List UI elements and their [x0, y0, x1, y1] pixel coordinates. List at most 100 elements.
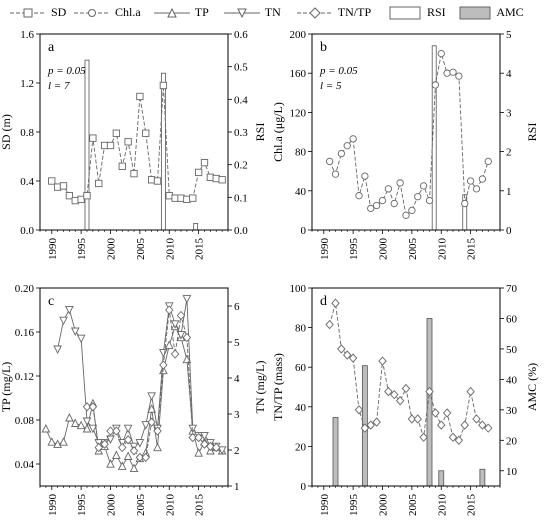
data-point-2-7 [123, 435, 133, 445]
data-point-0-22 [454, 435, 464, 445]
data-point-0-6 [83, 192, 91, 200]
data-point-2-19 [194, 432, 203, 443]
legend-label-amc: AMC [496, 5, 524, 19]
data-point-1-15 [141, 421, 151, 430]
y2-tick-label: 4 [506, 68, 512, 80]
x-tick-label: 2010 [436, 494, 448, 517]
tntp-line-marker-icon [297, 7, 333, 19]
data-point-0-24 [189, 194, 197, 202]
y-tick-label: 200 [290, 29, 307, 41]
data-point-0-18 [431, 408, 440, 418]
y2-tick-label: 0 [506, 225, 512, 237]
annotation-0: p = 0.05 [47, 65, 86, 77]
data-point-1-16 [147, 392, 156, 401]
data-point-2-17 [182, 332, 192, 343]
x-tick-label: 1995 [76, 494, 88, 517]
amc-bar-icon [459, 6, 491, 20]
data-point-0-4 [65, 413, 74, 422]
plot-frame [311, 33, 501, 231]
tp-line-marker-icon [154, 8, 190, 18]
series-line-0 [329, 303, 489, 441]
data-point-1-22 [182, 295, 192, 304]
data-point-0-12 [396, 179, 404, 187]
plot-frame [39, 33, 229, 231]
data-point-1-9 [106, 435, 115, 444]
data-point-0-17 [425, 386, 434, 397]
y-tick-label: 0.4 [20, 176, 34, 188]
data-point-2-15 [170, 349, 180, 359]
data-point-0-19 [159, 81, 168, 90]
data-point-1-28 [217, 446, 227, 455]
legend-label-tntp: TN/TP [337, 5, 372, 19]
data-point-2-21 [206, 441, 215, 452]
data-point-0-15 [413, 414, 422, 424]
data-point-0-13 [402, 211, 410, 219]
data-point-2-12 [153, 426, 162, 436]
data-point-0-12 [118, 162, 126, 170]
data-point-2-6 [118, 442, 127, 453]
y-tick-label: 0.04 [15, 459, 35, 471]
x-tick-label: 1990 [319, 494, 331, 517]
data-point-0-0 [41, 424, 51, 433]
legend: SD Chl.a TP TN TN/TP RSI [0, 2, 550, 26]
y-axis-label: SD (m) [0, 114, 13, 150]
y-tick-label: 160 [290, 68, 307, 80]
data-point-0-14 [408, 206, 416, 215]
data-point-2-1 [88, 402, 98, 412]
data-point-0-25 [472, 185, 481, 193]
data-point-0-21 [164, 340, 174, 349]
x-tick-label: 2015 [194, 238, 206, 261]
data-point-0-6 [361, 172, 369, 180]
y2-tick-label: 5 [506, 29, 512, 41]
legend-item-chla: Chl.a [72, 5, 141, 19]
data-point-0-13 [124, 138, 132, 146]
x-tick-label: 2005 [407, 494, 419, 517]
y2-tick-label: 2 [234, 445, 240, 457]
bar-amc-0 [332, 417, 339, 487]
data-point-2-2 [94, 442, 103, 453]
data-point-0-21 [448, 432, 458, 442]
y-tick-label: 0 [301, 481, 307, 493]
data-point-0-11 [390, 199, 398, 208]
x-tick-label: 1990 [47, 494, 59, 517]
y2-axis-label: AMC (%) [525, 363, 539, 411]
data-point-0-5 [355, 192, 363, 200]
data-point-2-20 [200, 439, 209, 449]
bar-rsi-1 [160, 72, 166, 231]
data-point-0-20 [442, 408, 452, 418]
data-point-0-8 [95, 179, 103, 188]
tn-line-marker-icon [224, 8, 260, 19]
bar-rsi-0 [84, 59, 90, 231]
x-tick-label: 1995 [348, 494, 360, 517]
y-tick-label: 60 [295, 362, 307, 374]
data-point-2-0 [82, 402, 92, 412]
data-point-0-11 [390, 389, 399, 400]
legend-label-tn: TN [264, 5, 281, 19]
y-tick-label: 1.2 [20, 78, 34, 90]
data-point-0-15 [414, 193, 422, 201]
x-tick-label: 2000 [378, 494, 390, 517]
x-tick-label: 2010 [164, 494, 176, 517]
data-point-1-1 [59, 316, 68, 326]
y2-tick-label: 3 [506, 107, 512, 119]
y-tick-label: 80 [295, 323, 307, 335]
x-tick-label: 2010 [164, 238, 176, 261]
data-point-0-11 [106, 459, 115, 468]
data-point-0-6 [360, 423, 370, 433]
data-point-0-25 [472, 414, 481, 424]
data-point-0-23 [460, 420, 469, 430]
y2-tick-label: 20 [506, 435, 518, 447]
panel-letter: a [48, 40, 55, 55]
legend-label-rsi: RSI [427, 5, 446, 19]
data-point-1-18 [159, 349, 168, 358]
data-point-0-19 [153, 442, 162, 452]
y2-tick-label: 3 [234, 409, 240, 421]
data-point-1-5 [82, 417, 92, 426]
data-point-0-2 [337, 344, 346, 354]
y-tick-label: 20 [295, 441, 307, 453]
data-point-2-5 [112, 426, 121, 436]
x-tick-label: 2015 [194, 494, 206, 517]
data-point-0-26 [200, 158, 209, 167]
data-point-0-1 [331, 298, 340, 308]
